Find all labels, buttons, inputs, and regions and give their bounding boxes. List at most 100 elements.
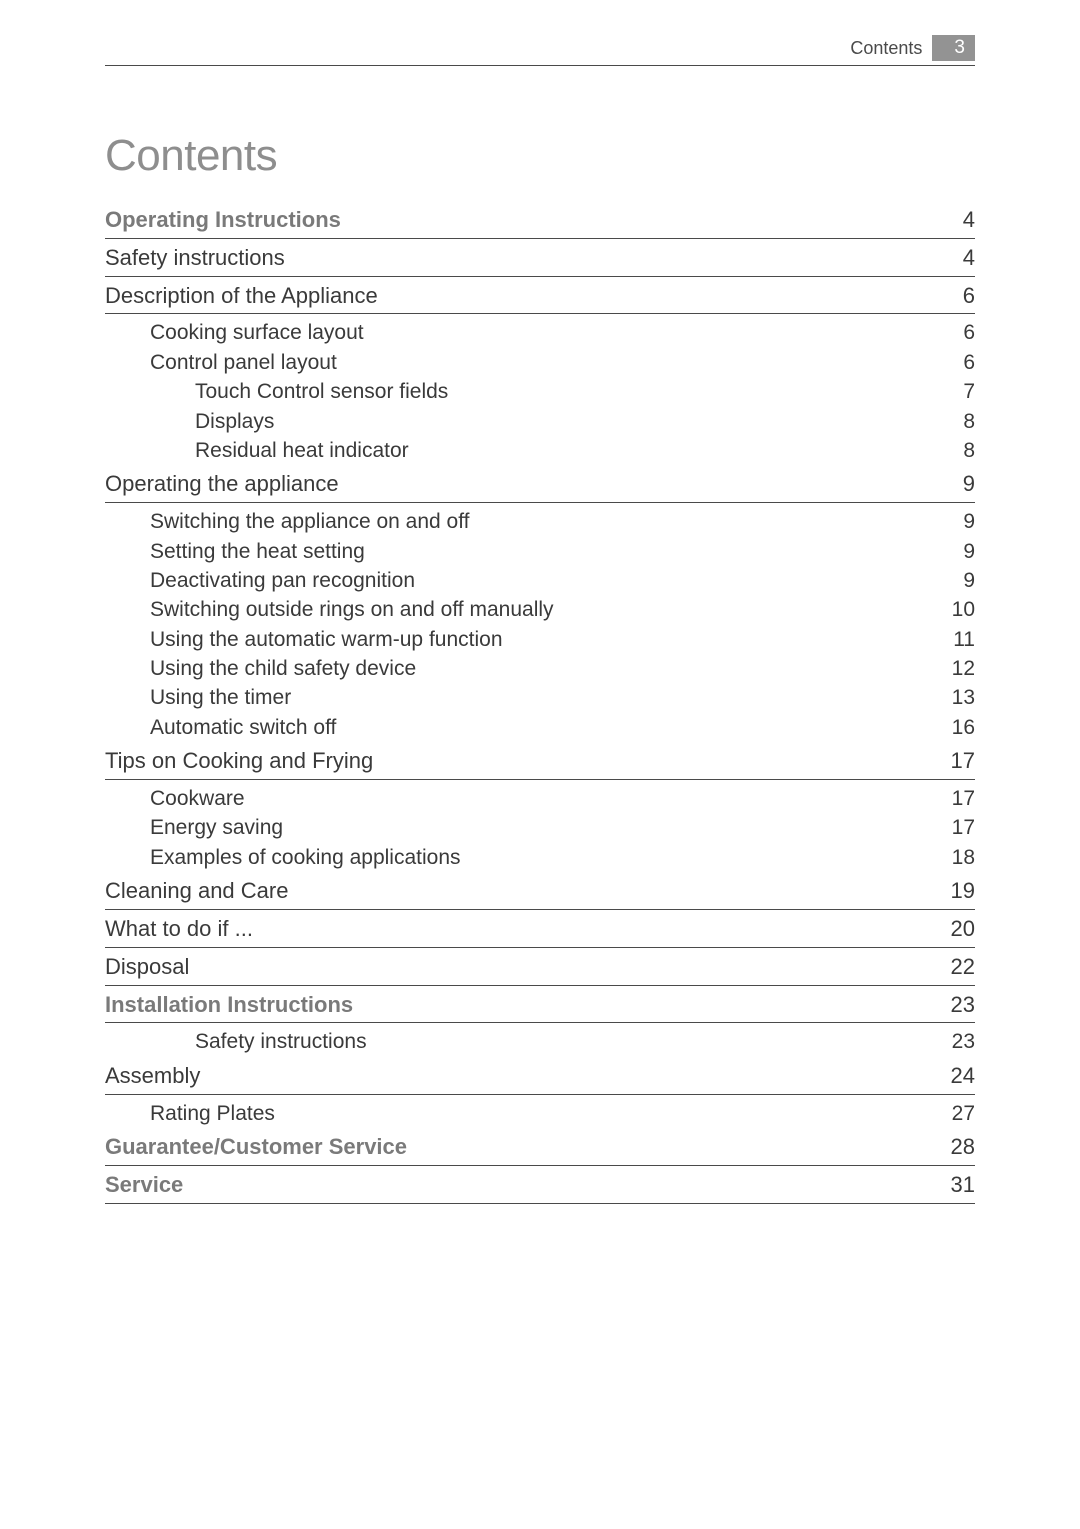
toc-entry-page: 4 (943, 205, 975, 236)
toc-sub-group: Rating Plates 27 (105, 1099, 975, 1128)
toc-entry-page: 19 (931, 876, 975, 907)
toc-entry-page: 27 (932, 1099, 975, 1128)
toc-entry-page: 9 (943, 507, 975, 536)
toc-entry: Installation Instructions 23 (105, 990, 975, 1024)
toc-entry-label: Using the child safety device (150, 654, 416, 683)
toc-entry-page: 20 (931, 914, 975, 945)
toc-entry: Safety instructions 23 (105, 1027, 975, 1056)
toc-entry-label: Using the timer (150, 683, 291, 712)
toc-entry: Using the child safety device 12 (105, 654, 975, 683)
toc-entry-page: 8 (943, 407, 975, 436)
toc-entry: What to do if ... 20 (105, 914, 975, 948)
toc-entry: Using the automatic warm-up function 11 (105, 625, 975, 654)
toc-entry-label: What to do if ... (105, 914, 253, 945)
toc-entry-label: Description of the Appliance (105, 281, 378, 312)
page-container: Contents 3 Contents Operating Instructio… (0, 0, 1080, 1309)
toc-entry-page: 17 (932, 813, 975, 842)
toc-entry-page: 9 (943, 469, 975, 500)
toc-entry: Description of the Appliance 6 (105, 281, 975, 315)
toc-entry-page: 16 (932, 713, 975, 742)
toc-entry-label: Safety instructions (195, 1027, 367, 1056)
toc-entry: Control panel layout 6 (105, 348, 975, 377)
toc-entry-label: Energy saving (150, 813, 283, 842)
toc-entry: Examples of cooking applications 18 (105, 843, 975, 872)
header-section-label: Contents (850, 38, 922, 59)
toc-entry: Displays 8 (105, 407, 975, 436)
toc-entry: Switching the appliance on and off 9 (105, 507, 975, 536)
toc-entry-page: 9 (943, 566, 975, 595)
toc-entry-page: 12 (932, 654, 975, 683)
toc-entry-page: 23 (931, 990, 975, 1021)
toc-entry-label: Cooking surface layout (150, 318, 364, 347)
toc-entry: Cooking surface layout 6 (105, 318, 975, 347)
toc-entry: Deactivating pan recognition 9 (105, 566, 975, 595)
contents-title: Contents (105, 131, 975, 181)
toc-entry-page: 31 (931, 1170, 975, 1201)
toc-entry: Cleaning and Care 19 (105, 876, 975, 910)
toc-entry-page: 8 (943, 436, 975, 465)
toc-entry: Rating Plates 27 (105, 1099, 975, 1128)
toc-entry-label: Using the automatic warm-up function (150, 625, 503, 654)
toc-entry-label: Control panel layout (150, 348, 337, 377)
table-of-contents: Operating Instructions4Safety instructio… (105, 205, 975, 1204)
toc-entry-label: Cookware (150, 784, 245, 813)
toc-entry-label: Operating Instructions (105, 205, 341, 236)
toc-entry-label: Tips on Cooking and Frying (105, 746, 373, 777)
toc-entry-page: 6 (943, 348, 975, 377)
toc-entry-label: Cleaning and Care (105, 876, 288, 907)
toc-entry-label: Safety instructions (105, 243, 285, 274)
toc-sub-group: Switching the appliance on and off9Setti… (105, 507, 975, 742)
toc-entry-label: Automatic switch off (150, 713, 336, 742)
toc-entry-page: 11 (933, 625, 975, 654)
toc-entry-label: Examples of cooking applications (150, 843, 461, 872)
toc-entry-label: Deactivating pan recognition (150, 566, 415, 595)
toc-entry-page: 13 (932, 683, 975, 712)
toc-entry: Touch Control sensor fields 7 (105, 377, 975, 406)
toc-entry-label: Operating the appliance (105, 469, 339, 500)
toc-sub-group: Cookware17Energy saving17Examples of coo… (105, 784, 975, 872)
toc-entry-label: Rating Plates (150, 1099, 275, 1128)
toc-entry-page: 7 (943, 377, 975, 406)
toc-entry: Tips on Cooking and Frying 17 (105, 746, 975, 780)
toc-entry-page: 18 (932, 843, 975, 872)
toc-entry: Operating Instructions 4 (105, 205, 975, 239)
toc-entry: Energy saving 17 (105, 813, 975, 842)
toc-entry: Automatic switch off 16 (105, 713, 975, 742)
toc-entry-page: 10 (932, 595, 975, 624)
toc-sub-group: Safety instructions 23 (105, 1027, 975, 1056)
toc-entry-label: Switching the appliance on and off (150, 507, 470, 536)
toc-entry-label: Residual heat indicator (195, 436, 409, 465)
toc-entry: Setting the heat setting 9 (105, 537, 975, 566)
toc-entry: Using the timer 13 (105, 683, 975, 712)
toc-entry-label: Setting the heat setting (150, 537, 365, 566)
toc-entry-page: 23 (932, 1027, 975, 1056)
page-number-badge: 3 (932, 35, 975, 61)
toc-entry-page: 17 (932, 784, 975, 813)
toc-entry-page: 6 (943, 318, 975, 347)
toc-entry-label: Installation Instructions (105, 990, 353, 1021)
toc-entry-page: 24 (931, 1061, 975, 1092)
toc-entry-page: 22 (931, 952, 975, 983)
toc-entry: Guarantee/Customer Service 28 (105, 1132, 975, 1166)
toc-entry-label: Service (105, 1170, 183, 1201)
toc-sub-group: Cooking surface layout6Control panel lay… (105, 318, 975, 465)
toc-entry-label: Disposal (105, 952, 189, 983)
toc-entry-label: Displays (195, 407, 274, 436)
toc-entry-page: 4 (943, 243, 975, 274)
toc-entry-page: 6 (943, 281, 975, 312)
toc-entry-label: Guarantee/Customer Service (105, 1132, 407, 1163)
toc-entry: Cookware 17 (105, 784, 975, 813)
toc-entry: Service 31 (105, 1170, 975, 1204)
toc-entry: Residual heat indicator 8 (105, 436, 975, 465)
toc-entry: Safety instructions 4 (105, 243, 975, 277)
toc-entry-page: 28 (931, 1132, 975, 1163)
toc-entry: Disposal 22 (105, 952, 975, 986)
toc-entry: Assembly24 (105, 1061, 975, 1095)
page-header: Contents 3 (105, 35, 975, 66)
toc-entry-label: Touch Control sensor fields (195, 377, 448, 406)
toc-entry: Switching outside rings on and off manua… (105, 595, 975, 624)
toc-entry: Operating the appliance 9 (105, 469, 975, 503)
toc-entry-page: 17 (931, 746, 975, 777)
toc-entry-label: Switching outside rings on and off manua… (150, 595, 554, 624)
toc-entry-page: 9 (943, 537, 975, 566)
